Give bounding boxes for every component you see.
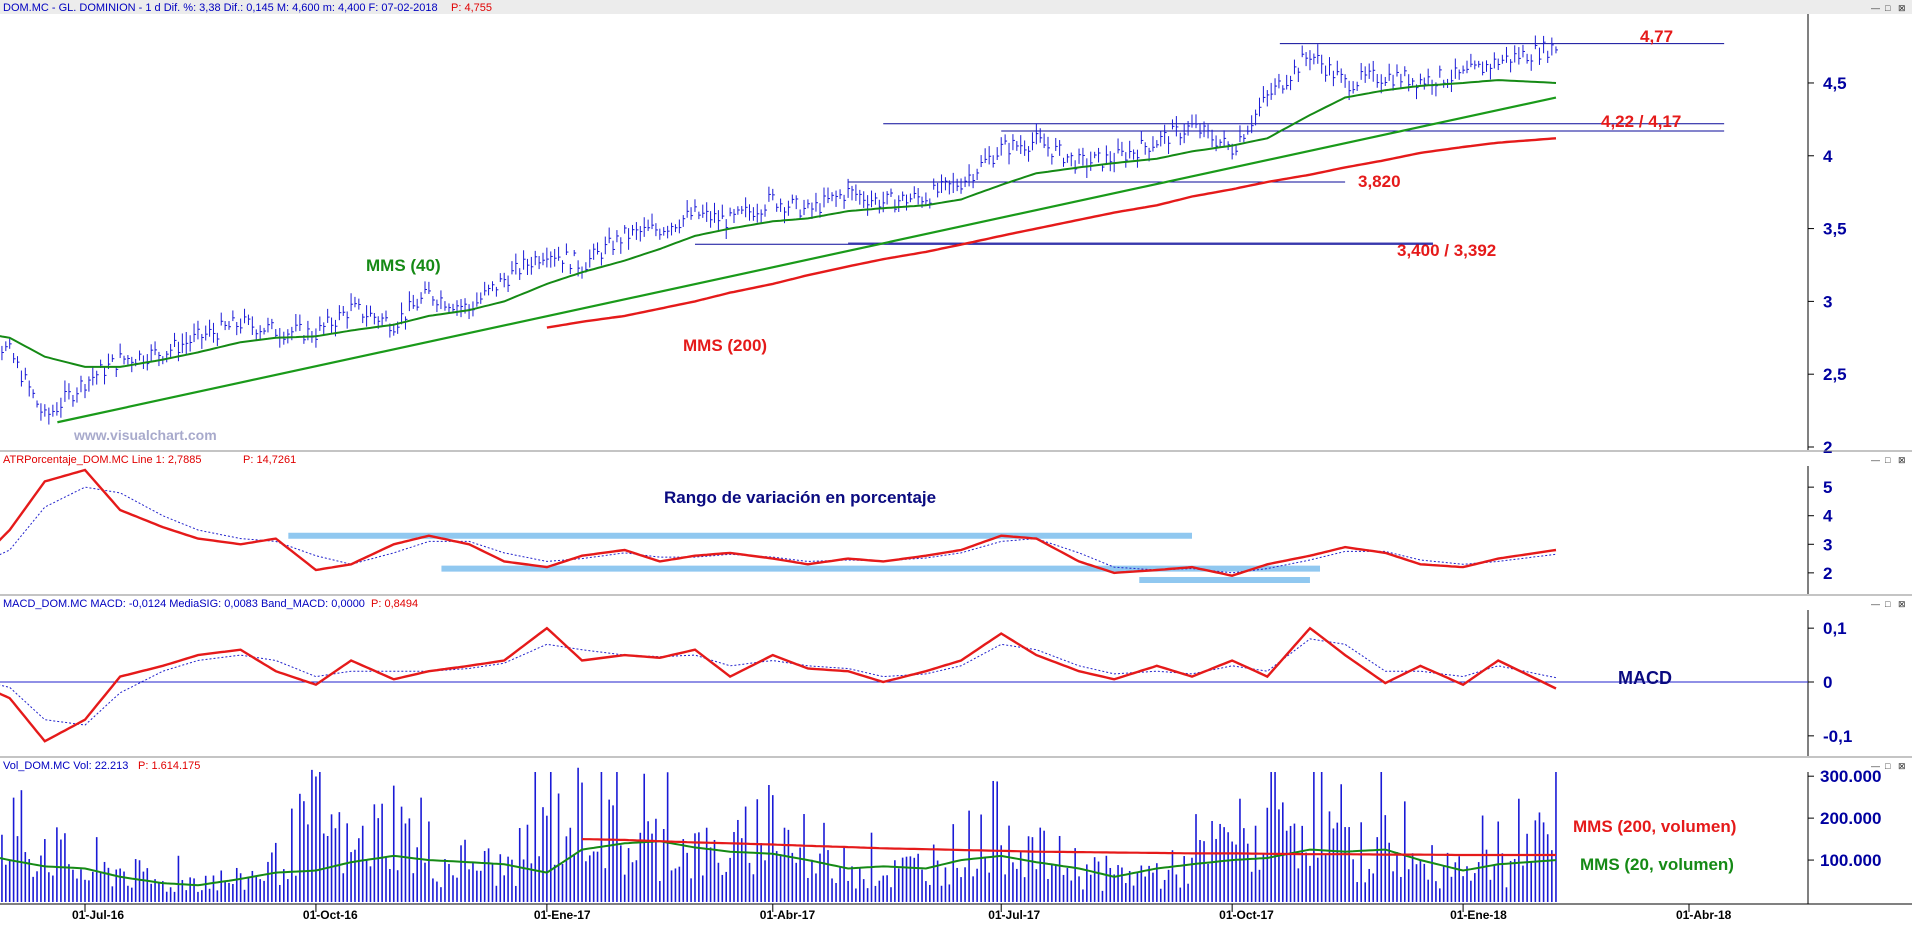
macd-line xyxy=(0,626,1557,743)
atr-panel: ATRPorcentaje_DOM.MC Line 1: 2,7885 P: 1… xyxy=(0,450,1912,594)
price-window-controls: — □ ⊠ xyxy=(1871,3,1906,13)
macd-tick-label: -0,1 xyxy=(1823,727,1852,746)
price-tick-label: 4 xyxy=(1823,147,1833,166)
price-moving-averages xyxy=(0,79,1557,368)
atr-title: Rango de variación en porcentaje xyxy=(664,488,936,507)
price-axis-ticks: 4,5 4 3,5 3 2,5 2 xyxy=(1808,74,1847,457)
watermark: www.visualchart.com xyxy=(73,427,217,443)
x-tick-label: 01-Abr-17 xyxy=(760,908,816,922)
macd-axis-ticks: 0,1 0 -0,1 xyxy=(1808,619,1852,746)
price-tick-label: 2,5 xyxy=(1823,365,1847,384)
minimize-icon[interactable]: — xyxy=(1871,761,1880,771)
price-tick-label: 2 xyxy=(1823,438,1832,457)
volume-tick-label: 200.000 xyxy=(1820,809,1881,828)
x-tick-label: 01-Jul-16 xyxy=(72,908,124,922)
x-tick-label: 01-Jul-17 xyxy=(988,908,1040,922)
macd-panel: MACD_DOM.MC MACD: -0,0124 MediaSIG: 0,00… xyxy=(0,594,1912,756)
atr-tick-label: 4 xyxy=(1823,507,1833,526)
close-icon[interactable]: ⊠ xyxy=(1898,761,1906,771)
volume-window-controls: — □ ⊠ xyxy=(1871,761,1906,771)
volume-bars xyxy=(1,767,1557,902)
volume-header-text: Vol_DOM.MC Vol: 22.213 xyxy=(3,760,128,772)
macd-title: MACD xyxy=(1618,668,1672,688)
atr-window-controls: — □ ⊠ xyxy=(1871,455,1906,465)
x-tick-label: 01-Oct-16 xyxy=(303,908,358,922)
macd-header-value: P: 0,8494 xyxy=(371,598,418,610)
level-382-label: 3,820 xyxy=(1358,172,1401,191)
mms40-label: MMS (40) xyxy=(366,256,441,275)
x-tick-label: 01-Abr-18 xyxy=(1676,908,1732,922)
maximize-icon[interactable]: □ xyxy=(1885,455,1891,465)
level-422-label: 4,22 / 4,17 xyxy=(1601,112,1681,131)
price-trendline xyxy=(57,96,1557,424)
macd-tick-label: 0,1 xyxy=(1823,619,1847,638)
price-header-text: DOM.MC - GL. DOMINION - 1 d Dif. %: 3,38… xyxy=(3,2,438,14)
price-levels xyxy=(694,43,1725,245)
volume-tick-label: 100.000 xyxy=(1820,851,1881,870)
close-icon[interactable]: ⊠ xyxy=(1898,599,1906,609)
minimize-icon[interactable]: — xyxy=(1871,455,1880,465)
price-header-value: P: 4,755 xyxy=(451,2,492,14)
macd-lines xyxy=(0,626,1557,743)
maximize-icon[interactable]: □ xyxy=(1885,599,1891,609)
x-tick-label: 01-Ene-18 xyxy=(1450,908,1507,922)
minimize-icon[interactable]: — xyxy=(1871,3,1880,13)
price-panel: DOM.MC - GL. DOMINION - 1 d Dif. %: 3,38… xyxy=(0,0,1912,457)
atr-header-value: P: 14,7261 xyxy=(243,454,296,466)
macd-header-text: MACD_DOM.MC MACD: -0,0124 MediaSIG: 0,00… xyxy=(3,598,365,610)
volume-panel: Vol_DOM.MC Vol: 22.213 P: 1.614.175 — □ … xyxy=(0,756,1912,904)
atr-axis-ticks: 5 4 3 2 xyxy=(1808,478,1833,583)
atr-lines xyxy=(0,468,1557,577)
mms200-line xyxy=(546,137,1557,329)
minimize-icon[interactable]: — xyxy=(1871,599,1880,609)
price-tick-label: 4,5 xyxy=(1823,74,1847,93)
x-axis: 01-Jul-16 01-Oct-16 01-Ene-17 01-Abr-17 01-J… xyxy=(0,903,1912,922)
price-header-bar xyxy=(0,0,1912,14)
close-icon[interactable]: ⊠ xyxy=(1898,455,1906,465)
volume-axis-ticks: 300.000 200.000 100.000 xyxy=(1808,767,1881,870)
price-tick-label: 3,5 xyxy=(1823,220,1847,239)
close-icon[interactable]: ⊠ xyxy=(1898,3,1906,13)
volume-moving-averages xyxy=(0,838,1557,887)
price-tick-label: 3 xyxy=(1823,292,1832,311)
atr-header-text: ATRPorcentaje_DOM.MC Line 1: 2,7885 xyxy=(3,454,202,466)
price-bars xyxy=(0,35,1558,425)
maximize-icon[interactable]: □ xyxy=(1885,761,1891,771)
mms40-line xyxy=(0,79,1557,368)
x-tick-label: 01-Ene-17 xyxy=(534,908,591,922)
atr-signal-line xyxy=(0,486,1557,574)
mms200-label: MMS (200) xyxy=(683,336,767,355)
vol-mms20-line xyxy=(0,840,1557,887)
level-340-label: 3,400 / 3,392 xyxy=(1397,241,1496,260)
macd-tick-label: 0 xyxy=(1823,673,1832,692)
vol-mms200-label: MMS (200, volumen) xyxy=(1573,817,1736,836)
maximize-icon[interactable]: □ xyxy=(1885,3,1891,13)
atr-tick-label: 5 xyxy=(1823,478,1832,497)
macd-window-controls: — □ ⊠ xyxy=(1871,599,1906,609)
vol-mms200-line xyxy=(581,838,1556,857)
atr-tick-label: 2 xyxy=(1823,564,1832,583)
trendline xyxy=(57,96,1557,424)
atr-bands xyxy=(288,532,1321,583)
volume-tick-label: 300.000 xyxy=(1820,767,1881,786)
x-tick-label: 01-Oct-17 xyxy=(1219,908,1274,922)
volume-header-value: P: 1.614.175 xyxy=(138,760,200,772)
vol-mms20-label: MMS (20, volumen) xyxy=(1580,855,1734,874)
atr-tick-label: 3 xyxy=(1823,535,1832,554)
level-477-label: 4,77 xyxy=(1640,27,1673,46)
atr-line xyxy=(0,468,1557,577)
